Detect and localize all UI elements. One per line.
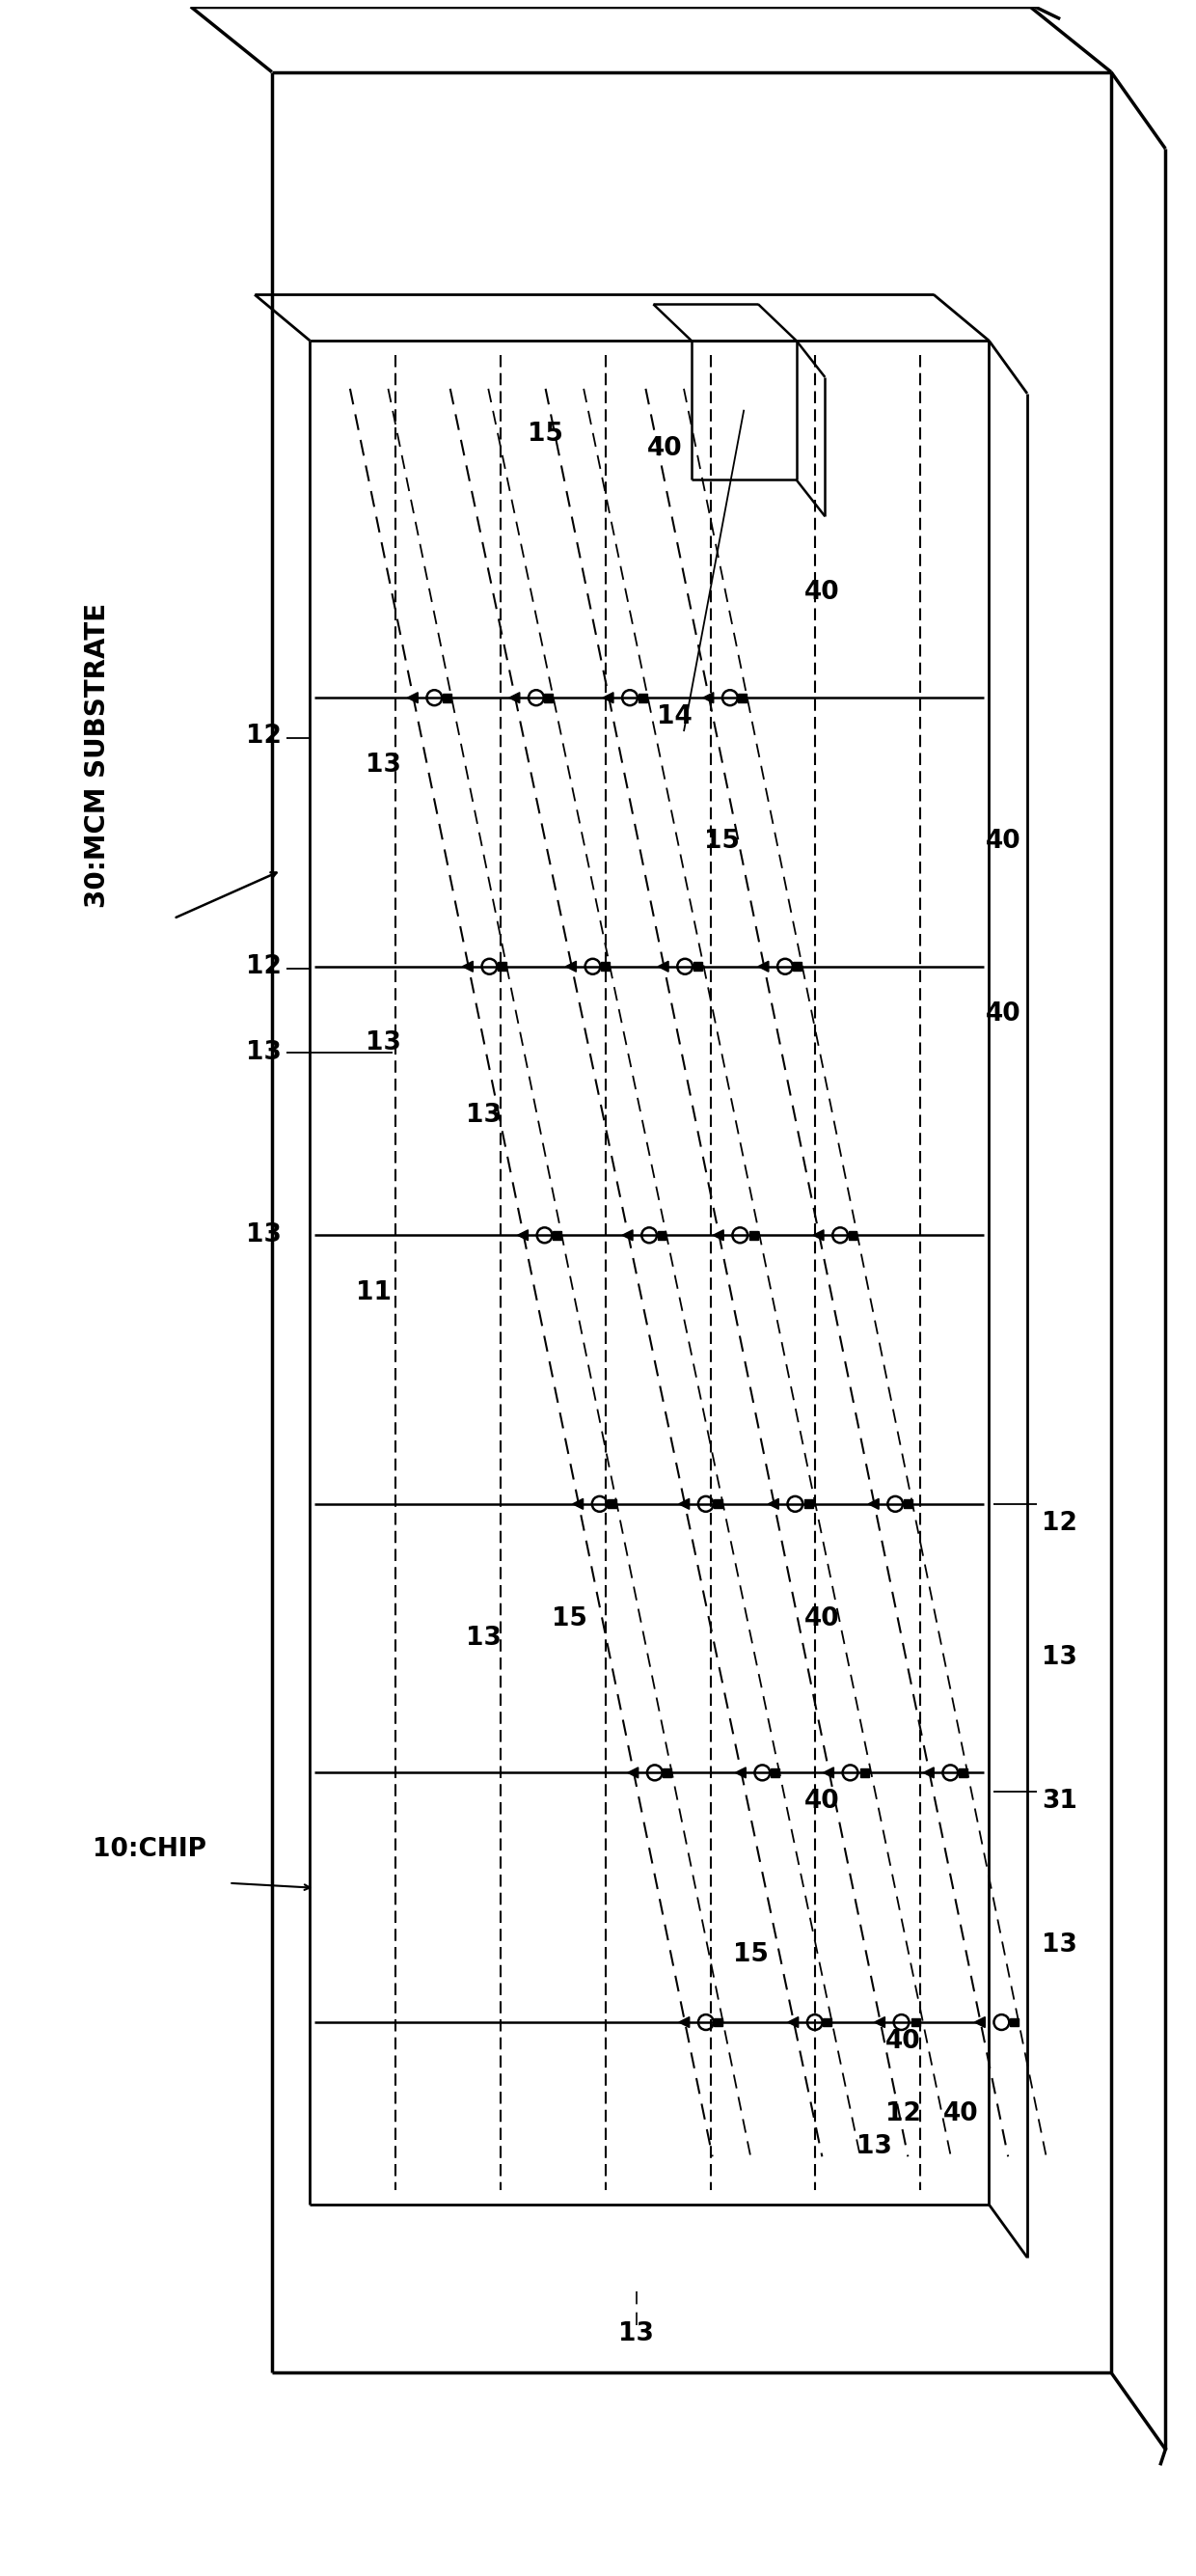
Bar — [544, 693, 553, 703]
Bar — [694, 963, 702, 971]
Polygon shape — [509, 693, 520, 703]
Bar — [958, 1767, 968, 1777]
Bar — [498, 963, 506, 971]
Text: 12: 12 — [246, 953, 281, 979]
Text: 12: 12 — [1042, 1510, 1078, 1535]
Text: 40: 40 — [986, 1002, 1021, 1028]
Text: 15: 15 — [527, 422, 563, 446]
Polygon shape — [518, 1229, 529, 1242]
Text: 13: 13 — [246, 1041, 281, 1066]
Text: 40: 40 — [805, 580, 840, 605]
Bar — [805, 1499, 813, 1510]
Text: 13: 13 — [856, 2136, 892, 2159]
Text: 13: 13 — [246, 1224, 281, 1247]
Polygon shape — [703, 693, 714, 703]
Text: 15: 15 — [704, 829, 740, 855]
Bar — [860, 1767, 868, 1777]
Bar — [639, 693, 647, 703]
Polygon shape — [713, 1229, 724, 1242]
Text: 13: 13 — [1042, 1932, 1078, 1958]
Polygon shape — [679, 1499, 689, 1510]
Text: 40: 40 — [942, 2102, 978, 2125]
Bar — [714, 2017, 722, 2027]
Text: 14: 14 — [657, 703, 692, 729]
Bar — [903, 1499, 913, 1510]
Polygon shape — [768, 1499, 779, 1510]
Polygon shape — [975, 2017, 986, 2027]
Polygon shape — [758, 961, 769, 971]
Bar — [658, 1231, 666, 1239]
Polygon shape — [788, 2017, 799, 2027]
Text: 12: 12 — [246, 724, 281, 750]
Polygon shape — [874, 2017, 885, 2027]
Polygon shape — [679, 2017, 689, 2027]
Bar — [848, 1231, 856, 1239]
Polygon shape — [923, 1767, 934, 1777]
Bar — [1009, 2017, 1018, 2027]
Bar — [608, 1499, 616, 1510]
Bar — [443, 693, 451, 703]
Text: 10:CHIP: 10:CHIP — [93, 1837, 207, 1862]
Text: 13: 13 — [465, 1103, 501, 1128]
Polygon shape — [573, 1499, 584, 1510]
Text: 15: 15 — [551, 1607, 587, 1631]
Polygon shape — [813, 1229, 824, 1242]
Polygon shape — [868, 1499, 879, 1510]
Polygon shape — [823, 1767, 834, 1777]
Polygon shape — [408, 693, 417, 703]
Polygon shape — [658, 961, 669, 971]
Text: 30:MCM SUBSTRATE: 30:MCM SUBSTRATE — [84, 603, 111, 907]
Bar — [770, 1767, 779, 1777]
Text: 13: 13 — [1042, 1646, 1078, 1669]
Bar — [911, 2017, 920, 2027]
Polygon shape — [463, 961, 472, 971]
Text: 11: 11 — [356, 1280, 392, 1306]
Text: 40: 40 — [647, 435, 683, 461]
Bar — [553, 1231, 561, 1239]
Text: 13: 13 — [366, 752, 401, 778]
Polygon shape — [566, 961, 576, 971]
Bar — [793, 963, 801, 971]
Bar — [714, 1499, 722, 1510]
Bar — [663, 1767, 671, 1777]
Text: 13: 13 — [465, 1625, 501, 1651]
Polygon shape — [628, 1767, 639, 1777]
Text: 40: 40 — [805, 1607, 840, 1631]
Bar — [823, 2017, 831, 2027]
Text: 13: 13 — [366, 1030, 401, 1056]
Text: 13: 13 — [618, 2321, 654, 2347]
Bar — [738, 693, 746, 703]
Bar — [750, 1231, 758, 1239]
Text: 40: 40 — [885, 2030, 921, 2053]
Text: 40: 40 — [805, 1788, 840, 1814]
Text: 40: 40 — [986, 829, 1021, 855]
Polygon shape — [603, 693, 614, 703]
Text: 31: 31 — [1042, 1788, 1078, 1814]
Polygon shape — [622, 1229, 633, 1242]
Bar — [600, 963, 610, 971]
Text: 12: 12 — [885, 2102, 921, 2125]
Text: 15: 15 — [733, 1942, 768, 1968]
Polygon shape — [736, 1767, 746, 1777]
